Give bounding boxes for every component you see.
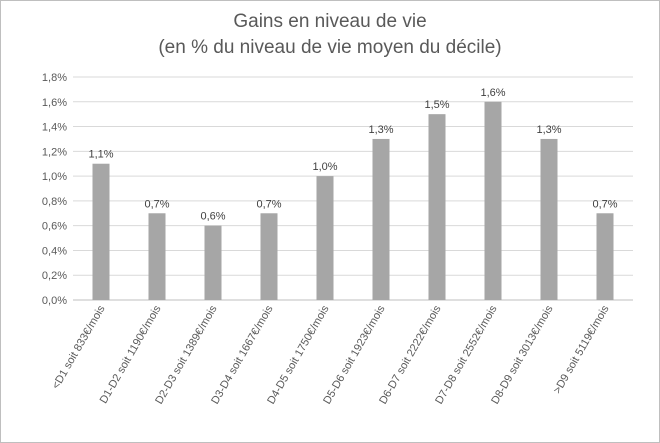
y-tick-label: 0,6% (42, 221, 67, 233)
x-tick-label: D3-D4 soit 1667€/mois (209, 303, 276, 406)
data-label: 1,3% (536, 124, 561, 136)
y-tick-label: 1,8% (42, 72, 67, 84)
x-tick-label: D6-D7 soit 2222€/mois (377, 303, 444, 406)
data-label: 0,7% (256, 198, 281, 210)
x-tick-label: <D1 soit 833€/mois (50, 303, 108, 391)
y-tick-label: 0,0% (42, 295, 67, 307)
y-tick-label: 1,6% (42, 97, 67, 109)
data-label: 1,3% (368, 124, 393, 136)
y-tick-label: 1,4% (42, 122, 67, 134)
y-tick-label: 0,8% (42, 196, 67, 208)
x-tick-label: D5-D6 soit 1923€/mois (321, 303, 388, 406)
x-tick-label: D8-D9 soit 3013€/mois (489, 303, 556, 406)
data-label: 0,7% (144, 198, 169, 210)
data-label: 1,5% (424, 99, 449, 111)
x-tick-label: >D9 soit 5119€/mois (551, 303, 612, 396)
bar (428, 114, 446, 301)
data-label: 0,7% (592, 198, 617, 210)
bar (316, 176, 334, 300)
x-tick-label: D1-D2 soit 1190€/mois (98, 303, 164, 406)
bar (204, 225, 222, 300)
data-label: 1,1% (88, 149, 113, 161)
y-tick-label: 0,4% (42, 245, 67, 257)
y-tick-label: 1,0% (42, 171, 67, 183)
bar (484, 101, 502, 301)
bar (596, 213, 614, 300)
x-tick-label: D7-D8 soit 2552€/mois (433, 303, 500, 406)
data-label: 1,6% (480, 87, 505, 99)
bar (372, 138, 390, 300)
bar (92, 163, 110, 300)
bar (148, 213, 166, 300)
chart-subtitle: (en % du niveau de vie moyen du décile) (158, 37, 502, 58)
x-tick-label: D2-D3 soit 1389€/mois (153, 303, 220, 406)
y-tick-label: 1,2% (42, 146, 67, 158)
chart-title: Gains en niveau de vie (233, 11, 427, 32)
bar (260, 213, 278, 300)
data-label: 1,0% (312, 161, 337, 173)
bar (540, 138, 558, 300)
data-label: 0,6% (200, 211, 225, 223)
x-tick-label: D4-D5 soit 1750€/mois (265, 303, 332, 406)
y-tick-label: 0,2% (42, 270, 67, 282)
